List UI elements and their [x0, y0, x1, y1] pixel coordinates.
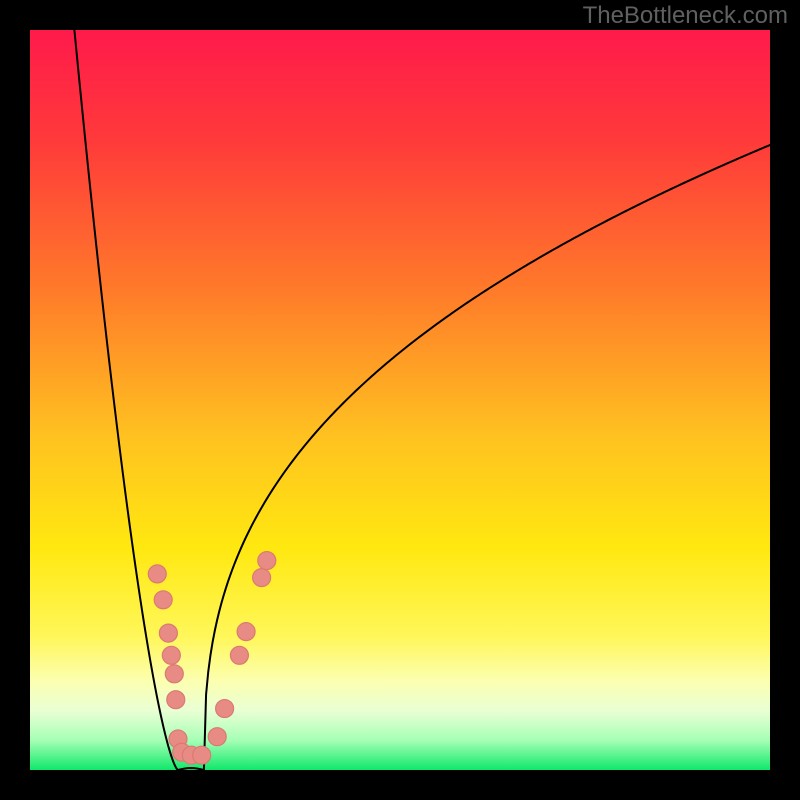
- curve-marker: [208, 728, 226, 746]
- curve-marker: [162, 646, 180, 664]
- curve-marker: [148, 565, 166, 583]
- plot-frame: [30, 30, 770, 770]
- curve-marker: [237, 623, 255, 641]
- curve-marker: [167, 691, 185, 709]
- curve-marker: [193, 746, 211, 764]
- curve-marker: [216, 700, 234, 718]
- curve-marker: [154, 591, 172, 609]
- watermark-text: TheBottleneck.com: [583, 2, 788, 30]
- curve-marker: [258, 552, 276, 570]
- curve-marker: [159, 624, 177, 642]
- plot-svg: [30, 30, 770, 770]
- gradient-background: [30, 30, 770, 770]
- curve-marker: [165, 665, 183, 683]
- chart-canvas: TheBottleneck.com: [0, 0, 800, 800]
- curve-marker: [253, 569, 271, 587]
- curve-marker: [230, 646, 248, 664]
